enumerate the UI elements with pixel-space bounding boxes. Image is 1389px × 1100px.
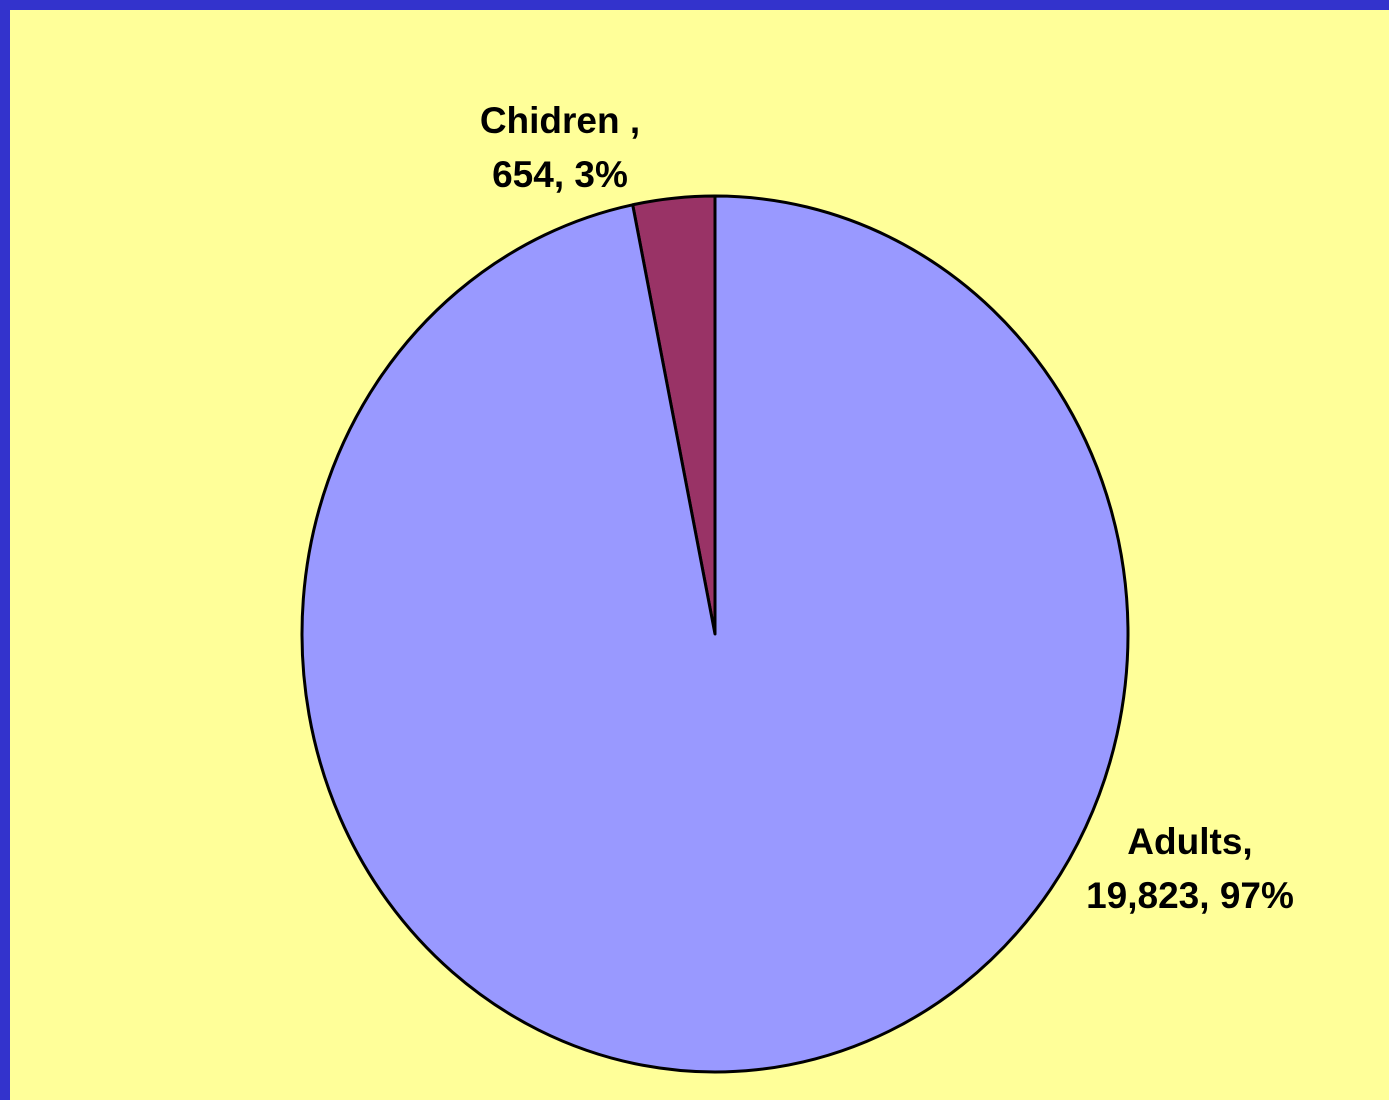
data-label-children-name: Chidren , [479, 100, 641, 141]
data-label-children: Chidren , 654, 3% [430, 94, 690, 202]
pie-slice-adults [300, 194, 1130, 1074]
data-label-adults: Adults, 19,823, 97% [1050, 815, 1330, 923]
data-label-adults-value: 19,823, 97% [1086, 875, 1294, 916]
data-label-children-value: 654, 3% [492, 154, 628, 195]
data-label-adults-name: Adults, [1127, 821, 1253, 862]
